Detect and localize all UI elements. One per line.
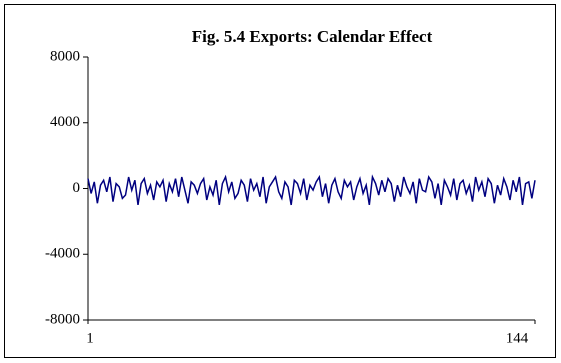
x-tick-label: 1 — [86, 330, 94, 346]
y-tick-label: 4000 — [50, 114, 80, 130]
y-tick-label: -4000 — [45, 246, 80, 262]
x-tick-label: 144 — [506, 330, 529, 346]
y-tick-label: 8000 — [50, 48, 80, 64]
y-tick-label: -8000 — [45, 311, 80, 327]
y-tick-label: 0 — [73, 180, 81, 196]
chart-title: Fig. 5.4 Exports: Calendar Effect — [192, 27, 433, 46]
data-line — [87, 174, 536, 206]
